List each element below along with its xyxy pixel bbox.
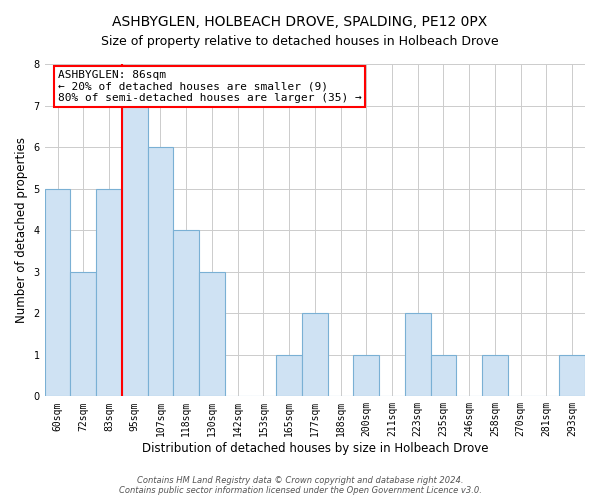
Text: Contains HM Land Registry data © Crown copyright and database right 2024.
Contai: Contains HM Land Registry data © Crown c… xyxy=(119,476,481,495)
Text: ASHBYGLEN, HOLBEACH DROVE, SPALDING, PE12 0PX: ASHBYGLEN, HOLBEACH DROVE, SPALDING, PE1… xyxy=(112,15,488,29)
Text: ASHBYGLEN: 86sqm
← 20% of detached houses are smaller (9)
80% of semi-detached h: ASHBYGLEN: 86sqm ← 20% of detached house… xyxy=(58,70,361,103)
Bar xyxy=(96,188,122,396)
Bar xyxy=(199,272,225,396)
Bar xyxy=(482,355,508,397)
Bar xyxy=(353,355,379,397)
Bar xyxy=(122,106,148,397)
Y-axis label: Number of detached properties: Number of detached properties xyxy=(15,137,28,323)
Bar xyxy=(405,313,431,396)
Bar xyxy=(70,272,96,396)
Bar xyxy=(148,147,173,396)
Bar xyxy=(173,230,199,396)
Bar xyxy=(431,355,457,397)
X-axis label: Distribution of detached houses by size in Holbeach Drove: Distribution of detached houses by size … xyxy=(142,442,488,455)
Bar xyxy=(559,355,585,397)
Bar xyxy=(44,188,70,396)
Bar xyxy=(276,355,302,397)
Text: Size of property relative to detached houses in Holbeach Drove: Size of property relative to detached ho… xyxy=(101,35,499,48)
Bar xyxy=(302,313,328,396)
